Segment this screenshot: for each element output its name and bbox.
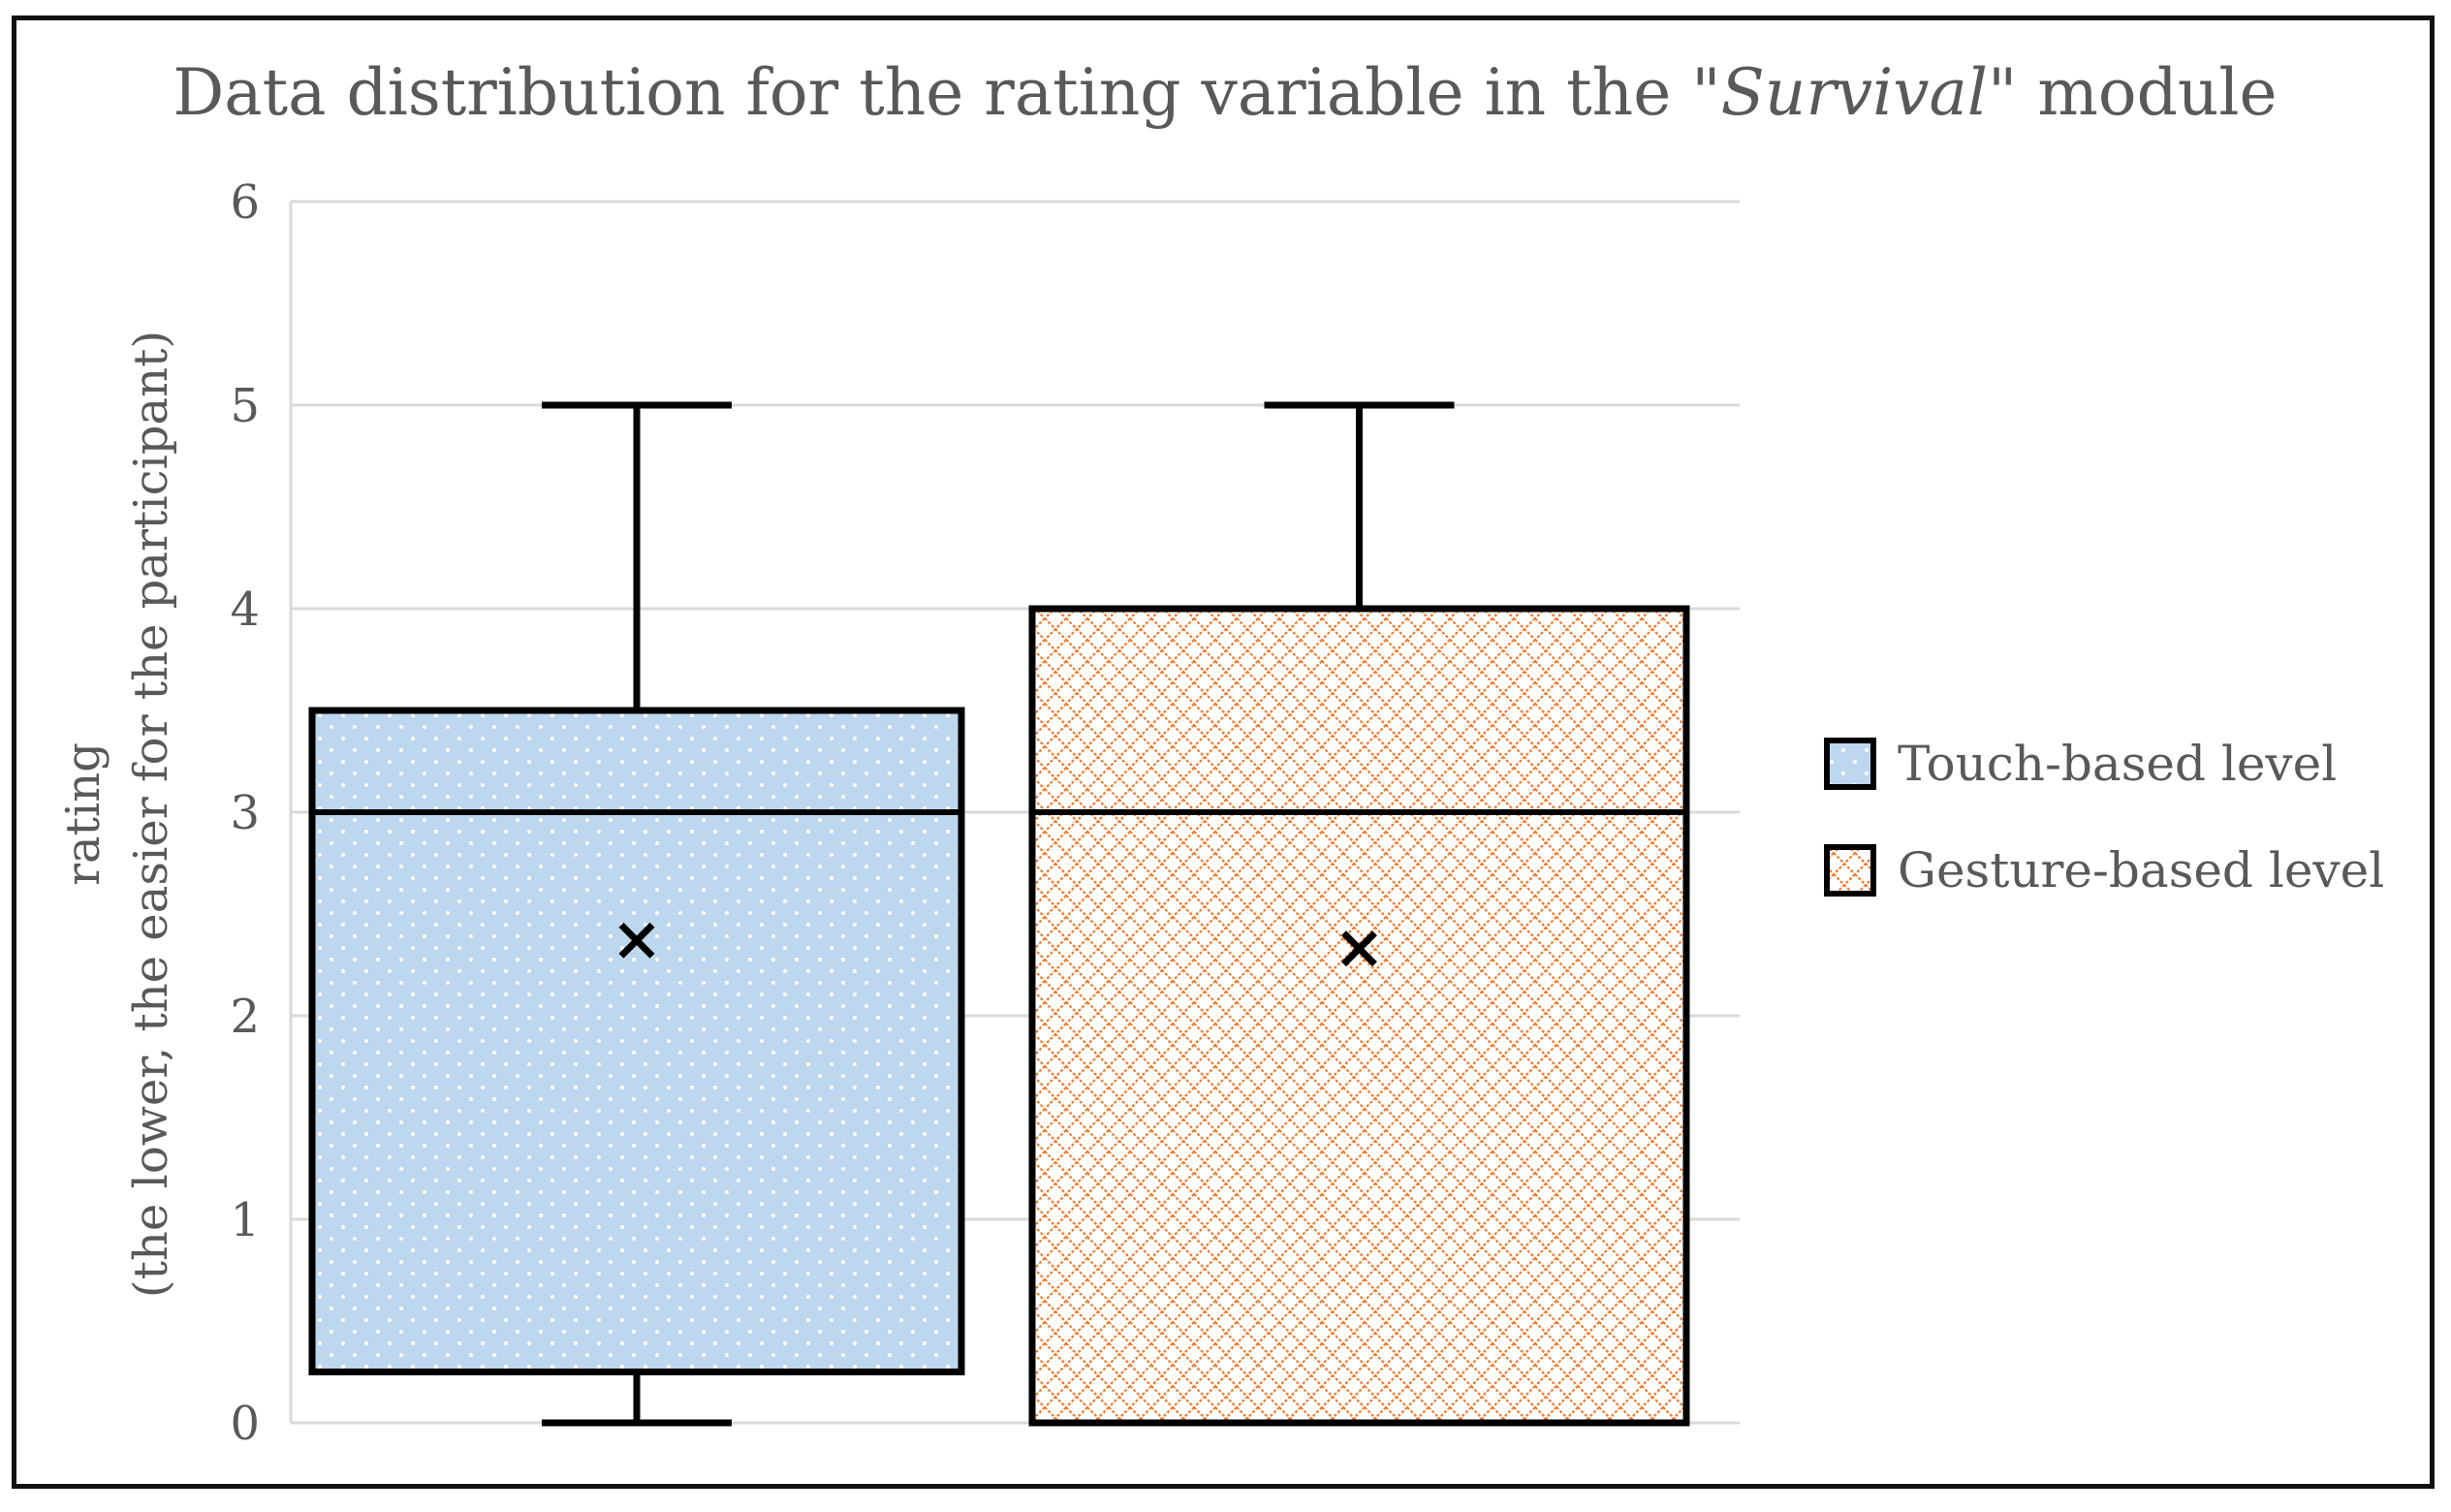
y-axis-label-line2: (the lower, the easier for the participa…	[124, 331, 178, 1298]
chart-title-part-3: " module	[1988, 55, 2278, 130]
box-group-0	[308, 401, 965, 1427]
chart-title-part-2: Survival	[1721, 55, 1988, 130]
box-group-1	[1028, 401, 1690, 1427]
mean-marker-1	[1341, 930, 1377, 967]
y-tick-label-5: 5	[230, 379, 260, 433]
y-tick-label-3: 3	[230, 786, 260, 840]
mean-marker-0	[618, 922, 655, 959]
y-tick-labels: 0 1 2 3 4 5 6	[230, 175, 260, 1451]
legend: Touch-based level Gesture-based level	[1824, 736, 2384, 898]
box-1	[1028, 605, 1690, 1427]
legend-label-0: Touch-based level	[1898, 736, 2337, 792]
y-tick-label-1: 1	[230, 1193, 260, 1247]
y-axis-label-line1: rating	[56, 742, 110, 886]
box-series	[308, 401, 1690, 1427]
y-tick-label-2: 2	[230, 990, 260, 1044]
box-0	[308, 707, 965, 1375]
legend-label-1: Gesture-based level	[1898, 842, 2384, 898]
chart-title-part-1: Data distribution for the rating variabl…	[173, 55, 1720, 130]
legend-swatch-1	[1824, 844, 1876, 897]
y-tick-label-4: 4	[230, 583, 260, 637]
y-tick-label-6: 6	[230, 175, 260, 230]
legend-swatch-0	[1824, 738, 1876, 790]
chart-title: Data distribution for the rating variabl…	[173, 55, 2277, 130]
y-tick-label-0: 0	[230, 1397, 260, 1451]
